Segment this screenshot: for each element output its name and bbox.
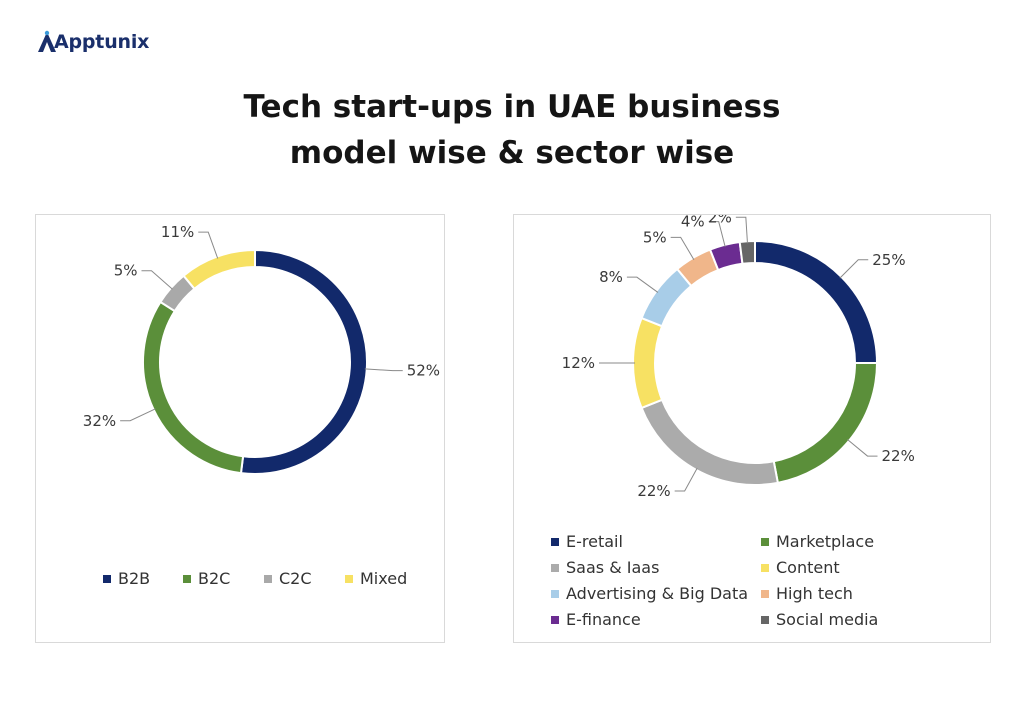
legend-label-marketplace: Marketplace — [776, 532, 874, 551]
slice-social-media — [738, 239, 756, 265]
legend-swatch-b2c — [183, 575, 191, 583]
sector-donut-chart: 25% 22% 22% 12% 8% 5% 4% 2% E-retail Marketplace S… — [551, 215, 915, 629]
slice-b2c — [142, 300, 245, 475]
legend-swatch-saas-iaas — [551, 564, 559, 572]
legend-swatch-social-media — [761, 616, 769, 624]
leader-line-c2c — [141, 270, 173, 290]
legend-label-e-finance: E-finance — [566, 610, 641, 629]
business-model-donut-chart: 52% 32% 5% 11% B2B B2C C2C Mixed — [83, 223, 440, 588]
data-label-social-media: 2% — [708, 215, 732, 226]
leader-line-social-media — [735, 216, 748, 244]
leader-line-mixed — [198, 231, 219, 259]
slice-marketplace — [772, 362, 879, 485]
slice-saas-iaas — [640, 398, 780, 486]
leader-line-b2c — [120, 408, 156, 422]
legend-label-advertising-big-data: Advertising & Big Data — [566, 584, 748, 603]
data-label-marketplace: 22% — [881, 447, 914, 465]
sector-chart-panel: 25% 22% 22% 12% 8% 5% 4% 2% E-retail Marketplace S… — [513, 214, 991, 643]
data-label-content: 12% — [562, 354, 595, 372]
slice-b2b — [239, 248, 368, 475]
legend-label-c2c: C2C — [279, 569, 312, 588]
legend-label-e-retail: E-retail — [566, 532, 623, 551]
business-model-chart-panel: 52% 32% 5% 11% B2B B2C C2C Mixed — [35, 214, 445, 643]
data-label-high-tech: 5% — [643, 228, 667, 246]
legend-label-b2c: B2C — [198, 569, 230, 588]
legend-swatch-b2b — [103, 575, 111, 583]
title-line-1: Tech start-ups in UAE business — [243, 89, 781, 125]
legend-swatch-high-tech — [761, 590, 769, 598]
leader-line-marketplace — [847, 439, 878, 457]
legend-label-mixed: Mixed — [360, 569, 407, 588]
legend-swatch-c2c — [264, 575, 272, 583]
data-label-mixed: 11% — [161, 223, 194, 241]
page-title: Tech start-ups in UAE business model wis… — [0, 84, 1024, 176]
title-line-2: model wise & sector wise — [289, 135, 735, 171]
legend-label-social-media: Social media — [776, 610, 878, 629]
leader-line-saas-iaas — [674, 467, 698, 492]
legend-swatch-e-finance — [551, 616, 559, 624]
brand-name: Apptunix — [54, 31, 150, 53]
legend-label-b2b: B2B — [118, 569, 150, 588]
legend-swatch-content — [761, 564, 769, 572]
legend-swatch-marketplace — [761, 538, 769, 546]
apptunix-logo-icon — [38, 30, 56, 52]
data-label-advertising-big-data: 8% — [599, 268, 623, 286]
data-label-e-finance: 4% — [681, 215, 705, 231]
leader-line-b2b — [364, 368, 403, 372]
legend-swatch-advertising-big-data — [551, 590, 559, 598]
leader-line-e-retail — [839, 259, 869, 279]
leader-line-advertising-big-data — [626, 276, 659, 293]
legend-swatch-mixed — [345, 575, 353, 583]
legend-label-high-tech: High tech — [776, 584, 853, 603]
data-label-saas-iaas: 22% — [637, 482, 670, 500]
data-label-b2b: 52% — [407, 362, 440, 380]
data-label-b2c: 32% — [83, 412, 116, 430]
leader-line-high-tech — [670, 236, 695, 260]
legend-label-content: Content — [776, 558, 840, 577]
slice-mixed — [182, 248, 256, 291]
legend-label-saas-iaas: Saas & Iaas — [566, 558, 659, 577]
slice-content — [632, 316, 664, 410]
data-label-c2c: 5% — [114, 262, 138, 280]
legend-swatch-e-retail — [551, 538, 559, 546]
brand-logo: Apptunix — [36, 30, 149, 54]
data-label-e-retail: 25% — [872, 251, 905, 269]
leader-line-e-finance — [708, 221, 726, 247]
